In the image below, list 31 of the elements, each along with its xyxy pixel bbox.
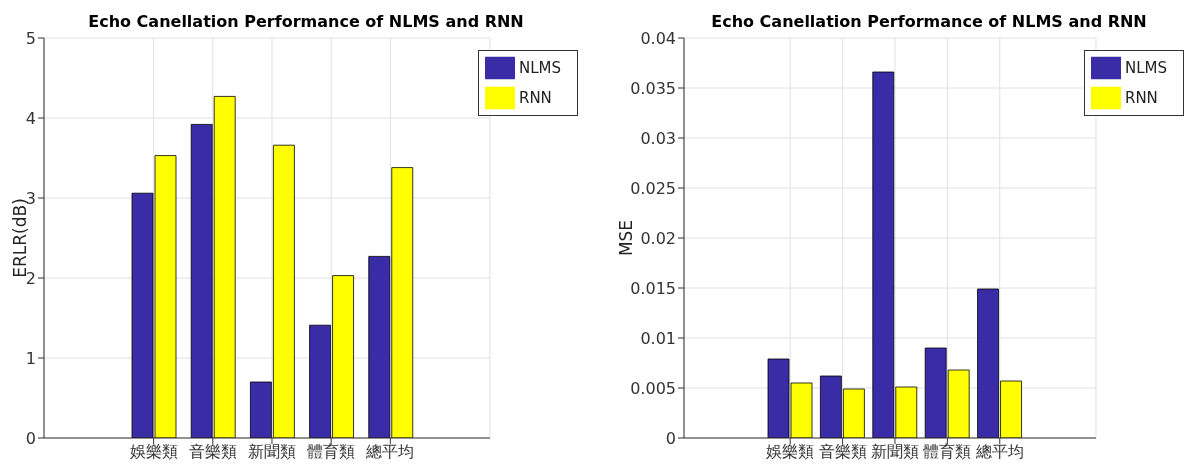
y-tick-label: 0.03 <box>640 128 676 148</box>
y-axis-title: MSE <box>616 219 637 257</box>
legend-label: RNN <box>1124 88 1158 107</box>
x-tick-label: 新聞類 <box>247 442 296 462</box>
y-tick-label: 2 <box>25 268 36 288</box>
x-tick-label: 體育類 <box>923 442 972 462</box>
chart-title: Echo Canellation Performance of NLMS and RNN <box>88 12 524 31</box>
y-tick-label: 0.02 <box>640 228 676 248</box>
x-tick-label: 娛樂類 <box>129 442 178 462</box>
x-tick-label: 音樂類 <box>818 442 867 462</box>
y-tick-label: 0.035 <box>630 78 676 98</box>
y-tick-label: 0.005 <box>630 378 676 398</box>
x-tick-label: 總平均 <box>974 442 1024 462</box>
y-tick-label: 0.01 <box>640 328 676 348</box>
legend-label: NLMS <box>518 58 561 77</box>
legend-label: NLMS <box>1124 58 1167 77</box>
y-tick-label: 4 <box>25 108 36 128</box>
y-tick-label: 1 <box>25 348 36 368</box>
y-tick-label: 0.04 <box>640 28 676 48</box>
y-tick-label: 0 <box>25 428 36 448</box>
y-tick-label: 0 <box>665 428 676 448</box>
x-tick-label: 新聞類 <box>870 442 919 462</box>
x-tick-label: 體育類 <box>307 442 356 462</box>
x-tick-label: 音樂類 <box>188 442 237 462</box>
x-tick-label: 總平均 <box>365 442 415 462</box>
legend-label: RNN <box>518 88 552 107</box>
y-tick-label: 0.025 <box>630 178 676 198</box>
chart-title: Echo Canellation Performance of NLMS and RNN <box>711 12 1147 31</box>
y-tick-label: 0.015 <box>630 278 676 298</box>
y-tick-label: 5 <box>25 28 36 48</box>
x-tick-label: 娛樂類 <box>766 442 815 462</box>
